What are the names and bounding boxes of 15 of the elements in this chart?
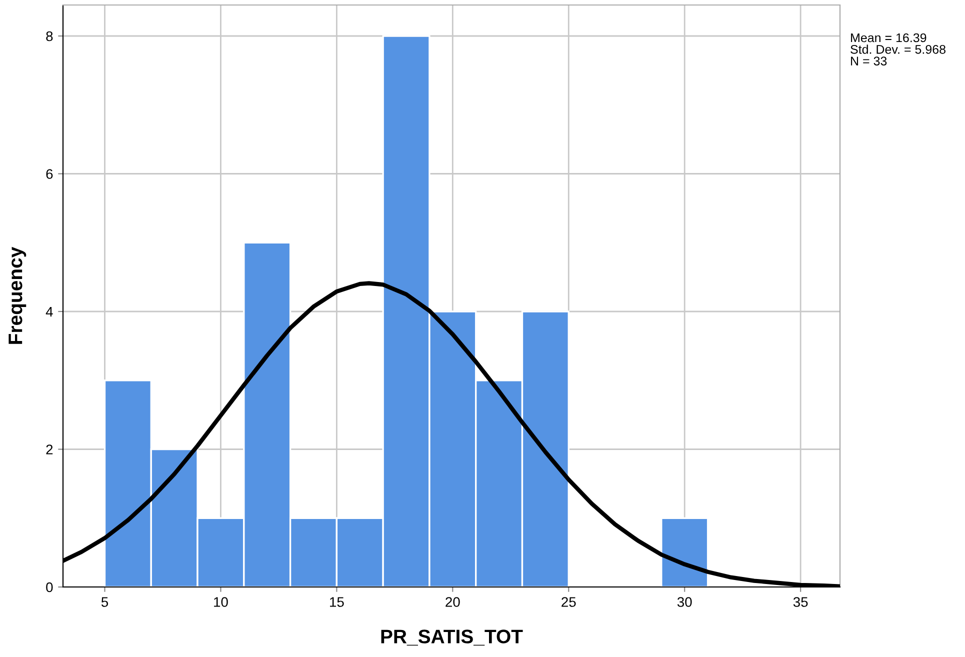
x-tick-label: 15	[330, 597, 344, 607]
x-tick-label: 20	[446, 597, 460, 607]
x-axis-title: PR_SATIS_TOT	[381, 630, 523, 646]
x-tick-label: 30	[677, 597, 692, 607]
y-tick-label: 0	[46, 582, 53, 592]
x-tick-label: 10	[214, 597, 228, 607]
text: Mean = 16.39 Std. Dev. = 5.968 N = 33	[850, 33, 946, 66]
x-tick-label: 25	[562, 597, 576, 607]
y-axis-title: Frequency	[8, 246, 26, 344]
y-tick-label: 4	[46, 306, 53, 317]
x-tick-label: 35	[793, 597, 808, 607]
y-tick-label: 2	[46, 444, 53, 454]
x-tick-label: 5	[101, 597, 108, 607]
y-tick-label: 8	[46, 31, 53, 42]
y-tick-label: 6	[46, 169, 53, 179]
